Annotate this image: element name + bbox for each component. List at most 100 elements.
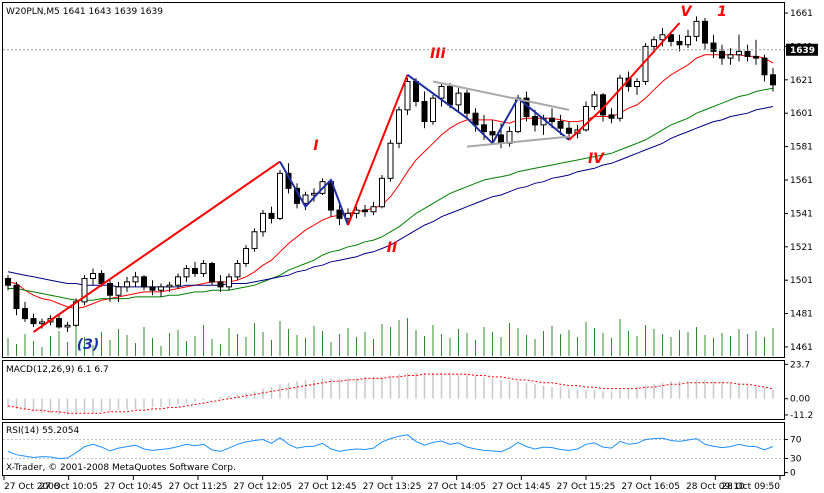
axes: 1661164116211601158115611541152115011481… [3,9,818,492]
macd-tick-label: 23.7 [790,360,810,370]
wave-line-5 [568,22,681,141]
rsi-tick-label: 0 [790,469,796,479]
candle [22,308,28,320]
wave-line-6 [432,80,570,111]
candle [455,92,462,106]
time-tick-label: 27 Oct 10:45 [104,482,163,492]
candle [651,39,657,47]
time-tick-label: 27 Oct 10:05 [39,482,98,492]
candle [396,109,402,144]
wave-label: III [430,46,446,62]
macd-signal-line [7,373,774,414]
candle [617,77,623,119]
candle [438,85,445,99]
candle [404,80,411,111]
price-tick-label: 1521 [790,243,813,253]
candle [30,318,37,325]
price-tick-label: 1601 [790,109,813,119]
candle [175,276,181,286]
candle [668,34,674,42]
candle [192,268,198,275]
candle [158,286,164,291]
candle [710,42,717,52]
candle [676,40,683,46]
macd-label: MACD(12,26,9) 6.1 6.7 [6,365,109,375]
candle [166,284,173,288]
candle [761,57,768,76]
candle [226,276,232,288]
rsi-pane[interactable] [3,434,784,460]
price-tick-label: 1481 [790,310,813,320]
candle [583,106,589,131]
candle [727,54,734,59]
candle [90,273,96,280]
time-tick-label: 27 Oct 14:05 [427,482,486,492]
time-tick-label: 27 Oct 14:45 [492,482,551,492]
wave-label: IV [588,151,605,167]
candle [413,80,419,103]
time-tick-label: 27 Oct 12:05 [233,482,292,492]
candle [81,278,88,303]
wave-line-7 [466,135,570,148]
wave-label: 1 [717,4,727,20]
wave-line-2 [279,161,349,226]
moving-average-3 [7,106,774,288]
candle [532,116,538,126]
candle [141,276,147,288]
wave-label: II [387,240,397,256]
rsi-line [7,434,774,460]
price-tick-label: 1561 [790,176,813,186]
candle [183,268,190,278]
candle [5,278,11,286]
candle [13,284,20,310]
candle [634,80,640,87]
candle [64,324,71,328]
candle [387,142,394,179]
candle [149,286,156,291]
price-tick-label: 1541 [790,209,813,219]
candle [430,97,436,123]
macd-pane-frame [2,360,785,420]
copyright-label: X-Trader, © 2001-2008 MetaQuotes Softwar… [6,463,236,473]
candle [132,276,139,283]
time-tick-label: 27 Oct 12:45 [298,482,357,492]
macd-pane[interactable] [7,372,774,415]
candle [421,101,428,123]
price-tick-label: 1581 [790,143,813,153]
candle [566,127,572,134]
candle [336,209,343,219]
time-tick-label: 27 Oct 13:25 [363,482,422,492]
candle [472,112,479,126]
candle [719,50,725,59]
candle [217,281,224,288]
price-tick-label: 1461 [790,343,813,353]
moving-average-2 [8,87,774,301]
price-tick-label: 1661 [790,9,813,19]
candle [379,177,385,208]
candle [753,55,759,59]
current-price-label: 1639 [790,46,815,56]
candle [362,209,368,213]
time-tick-label: 28 Oct 09:10 [686,482,745,492]
time-tick-label: 27 Oct 2008 [4,482,60,492]
macd-tick-label: 0.00 [790,395,810,405]
rsi-tick-label: 30 [790,454,802,464]
candle [549,117,555,123]
candle [659,34,666,41]
candle [447,85,453,106]
candle [209,262,215,283]
candle [107,283,113,296]
candle [39,321,45,325]
candle [260,212,266,233]
wave-label: (3) [77,337,100,353]
candle [73,301,79,326]
time-tick-label: 27 Oct 16:05 [621,482,680,492]
candle [557,121,564,129]
candle [591,94,598,108]
symbol-label: W20PLN,M5 1641 1643 1639 1639 [6,7,163,17]
wave-label: V [681,4,693,20]
candle [685,35,691,46]
current-price-box [786,43,818,56]
